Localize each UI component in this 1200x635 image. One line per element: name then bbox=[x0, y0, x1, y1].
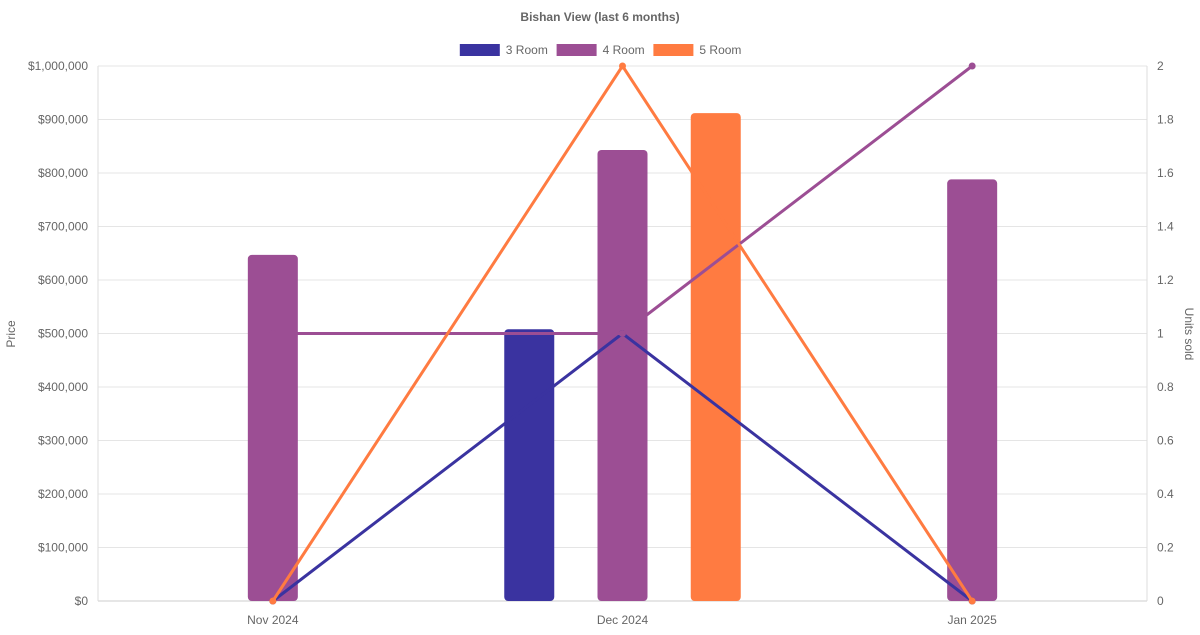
y-left-tick-label: $500,000 bbox=[38, 327, 88, 341]
y-right-tick-label: 0.8 bbox=[1157, 380, 1174, 394]
y-right-tick-label: 0 bbox=[1157, 594, 1164, 608]
bar-3-room[interactable] bbox=[504, 329, 555, 601]
legend-item[interactable]: 3 Room bbox=[459, 43, 548, 57]
y-right-tick-label: 1.4 bbox=[1157, 220, 1174, 234]
legend-swatch bbox=[556, 44, 597, 56]
bar-4-room[interactable] bbox=[247, 254, 298, 602]
legend-label: 4 Room bbox=[603, 43, 645, 57]
lines bbox=[269, 62, 976, 605]
bar-5-room[interactable] bbox=[690, 113, 741, 601]
y-right-tick-label: 0.2 bbox=[1157, 541, 1174, 555]
y-left-tick-label: $400,000 bbox=[38, 380, 88, 394]
y-left-tick-label: $200,000 bbox=[38, 487, 88, 501]
y-left-tick-label: $800,000 bbox=[38, 166, 88, 180]
y-right-tick-label: 1.6 bbox=[1157, 166, 1174, 180]
y-left-tick-label: $1,000,000 bbox=[28, 59, 88, 73]
legend[interactable]: 3 Room 4 Room 5 Room bbox=[459, 43, 742, 57]
y-right-tick-label: 0.4 bbox=[1157, 487, 1174, 501]
y-left-tick-label: $700,000 bbox=[38, 220, 88, 234]
legend-swatch bbox=[653, 44, 694, 56]
y-right-axis-label: Units sold bbox=[1182, 308, 1196, 361]
point-4-room[interactable] bbox=[619, 330, 626, 337]
y-left-tick-label: $600,000 bbox=[38, 273, 88, 287]
y-left-tick-label: $100,000 bbox=[38, 541, 88, 555]
x-tick-label: Jan 2025 bbox=[947, 613, 997, 627]
legend-item[interactable]: 5 Room bbox=[653, 43, 741, 57]
bars bbox=[247, 113, 998, 602]
point-5-room[interactable] bbox=[968, 597, 976, 605]
y-left-axis-label: Price bbox=[4, 320, 18, 348]
y-left-tick-label: $300,000 bbox=[38, 434, 88, 448]
legend-item[interactable]: 4 Room bbox=[556, 43, 645, 57]
y-right-tick-label: 1.8 bbox=[1157, 113, 1174, 127]
bar-4-room[interactable] bbox=[947, 179, 998, 602]
x-tick-label: Nov 2024 bbox=[247, 613, 299, 627]
bar-4-room[interactable] bbox=[597, 149, 648, 601]
x-tick-label: Dec 2024 bbox=[597, 613, 649, 627]
point-4-room[interactable] bbox=[269, 330, 277, 337]
axes: $0 0 $100,000 0.2 $200,000 0.4 $300,000 0.6 $400… bbox=[28, 59, 1174, 627]
legend-swatch bbox=[459, 44, 500, 56]
point-5-room[interactable] bbox=[619, 62, 626, 70]
y-right-tick-label: 0.6 bbox=[1157, 434, 1174, 448]
y-left-tick-label: $900,000 bbox=[38, 113, 88, 127]
chart-title: Bishan View (last 6 months) bbox=[520, 10, 679, 24]
y-right-tick-label: 1.2 bbox=[1157, 273, 1174, 287]
point-5-room[interactable] bbox=[269, 597, 277, 605]
y-right-tick-label: 1 bbox=[1157, 327, 1164, 341]
y-left-tick-label: $0 bbox=[75, 594, 89, 608]
y-right-tick-label: 2 bbox=[1157, 59, 1164, 73]
legend-label: 5 Room bbox=[699, 43, 741, 57]
legend-label: 3 Room bbox=[506, 43, 548, 57]
point-4-room[interactable] bbox=[968, 62, 976, 70]
